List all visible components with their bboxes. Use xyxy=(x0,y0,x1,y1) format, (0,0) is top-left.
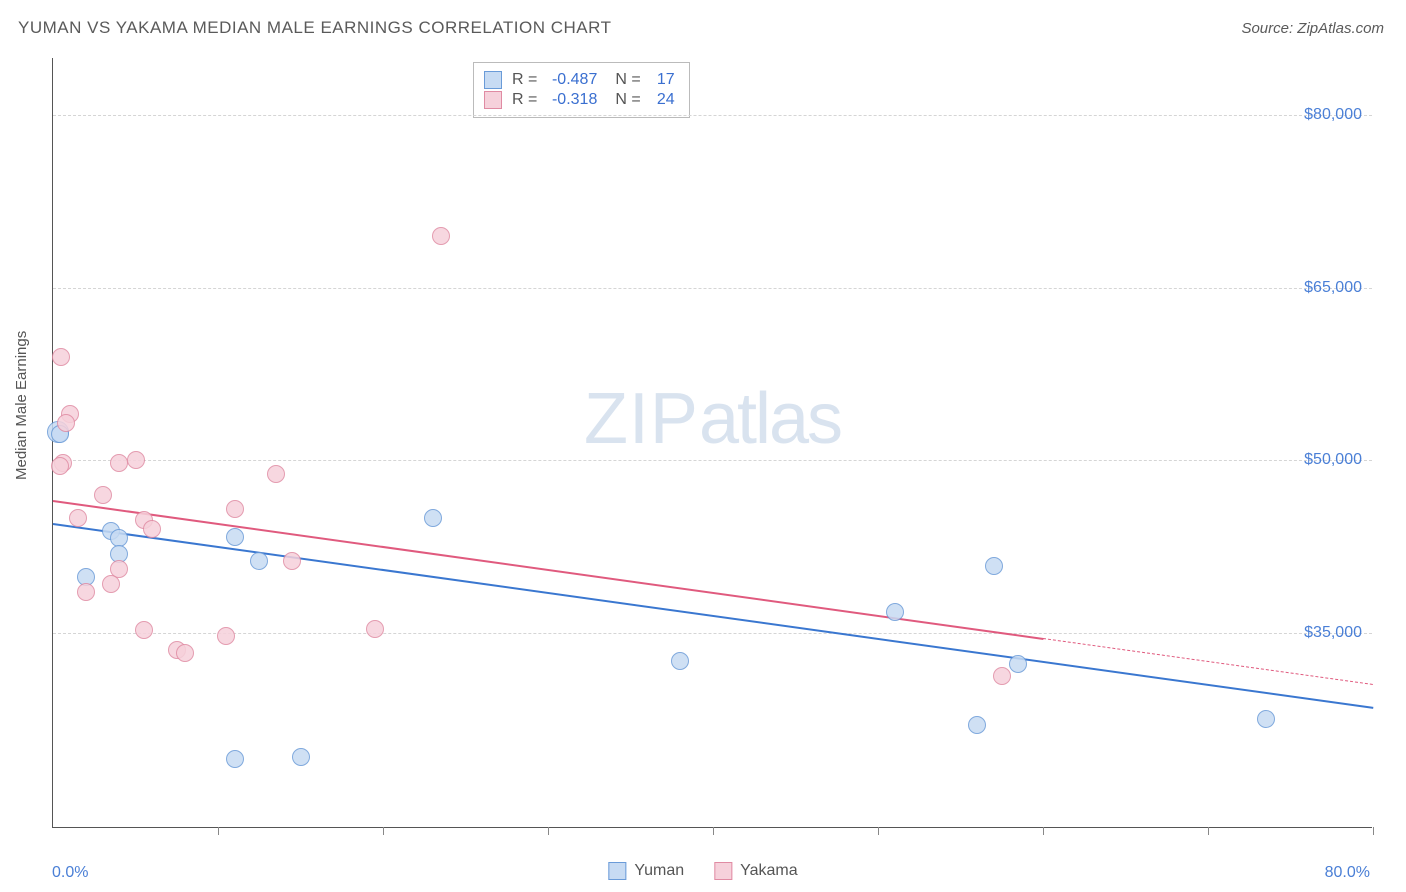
data-point xyxy=(432,227,450,245)
stats-n-label: N = xyxy=(615,71,640,89)
data-point xyxy=(968,716,986,734)
data-point xyxy=(217,627,235,645)
data-point xyxy=(267,465,285,483)
stats-swatch xyxy=(484,91,502,109)
data-point xyxy=(51,457,69,475)
trend-line xyxy=(1043,638,1373,685)
data-point xyxy=(110,454,128,472)
legend-label: Yuman xyxy=(634,862,684,880)
stats-n-value: 17 xyxy=(647,71,675,89)
data-point xyxy=(57,414,75,432)
data-point xyxy=(176,644,194,662)
gridline xyxy=(53,115,1372,116)
gridline xyxy=(53,633,1372,634)
data-point xyxy=(52,348,70,366)
x-tick xyxy=(1373,827,1374,835)
stats-swatch xyxy=(484,71,502,89)
x-tick xyxy=(383,827,384,835)
x-tick xyxy=(548,827,549,835)
y-tick-label: $80,000 xyxy=(1304,106,1362,124)
stats-r-label: R = xyxy=(512,71,537,89)
data-point xyxy=(77,583,95,601)
x-tick xyxy=(218,827,219,835)
stats-r-value: -0.318 xyxy=(543,91,597,109)
stats-n-value: 24 xyxy=(647,91,675,109)
x-tick xyxy=(878,827,879,835)
x-axis-min-label: 0.0% xyxy=(52,864,88,882)
stats-legend: R = -0.487 N = 17 R = -0.318 N = 24 xyxy=(473,62,690,118)
data-point xyxy=(250,552,268,570)
data-point xyxy=(143,520,161,538)
x-tick xyxy=(713,827,714,835)
data-point xyxy=(226,500,244,518)
legend-item: Yakama xyxy=(714,862,798,880)
y-tick-label: $50,000 xyxy=(1304,451,1362,469)
data-point xyxy=(226,750,244,768)
stats-r-value: -0.487 xyxy=(543,71,597,89)
watermark: ZIPatlas xyxy=(584,378,841,460)
chart-source: Source: ZipAtlas.com xyxy=(1241,20,1384,37)
x-axis-max-label: 80.0% xyxy=(1325,864,1370,882)
data-point xyxy=(985,557,1003,575)
stats-row: R = -0.487 N = 17 xyxy=(484,71,675,89)
data-point xyxy=(993,667,1011,685)
data-point xyxy=(127,451,145,469)
data-point xyxy=(226,528,244,546)
data-point xyxy=(69,509,87,527)
series-legend: Yuman Yakama xyxy=(608,862,797,880)
data-point xyxy=(1009,655,1027,673)
data-point xyxy=(283,552,301,570)
chart-title: YUMAN VS YAKAMA MEDIAN MALE EARNINGS COR… xyxy=(18,18,611,38)
data-point xyxy=(135,621,153,639)
legend-swatch xyxy=(714,862,732,880)
gridline xyxy=(53,288,1372,289)
y-tick-label: $65,000 xyxy=(1304,279,1362,297)
trend-line xyxy=(53,523,1373,709)
stats-r-label: R = xyxy=(512,91,537,109)
gridline xyxy=(53,460,1372,461)
legend-item: Yuman xyxy=(608,862,684,880)
legend-label: Yakama xyxy=(740,862,798,880)
stats-row: R = -0.318 N = 24 xyxy=(484,91,675,109)
data-point xyxy=(102,575,120,593)
legend-swatch xyxy=(608,862,626,880)
y-axis-label: Median Male Earnings xyxy=(13,331,30,480)
data-point xyxy=(366,620,384,638)
chart-area: Median Male Earnings ZIPatlas R =-0.487N… xyxy=(18,50,1388,880)
y-tick-label: $35,000 xyxy=(1304,624,1362,642)
stats-n-label: N = xyxy=(615,91,640,109)
plot-region: ZIPatlas R = -0.487 N = 17 R = -0.318 N = 24 $3… xyxy=(52,58,1372,828)
data-point xyxy=(1257,710,1275,728)
data-point xyxy=(94,486,112,504)
data-point xyxy=(424,509,442,527)
x-tick xyxy=(1043,827,1044,835)
data-point xyxy=(292,748,310,766)
data-point xyxy=(671,652,689,670)
data-point xyxy=(886,603,904,621)
x-tick xyxy=(1208,827,1209,835)
